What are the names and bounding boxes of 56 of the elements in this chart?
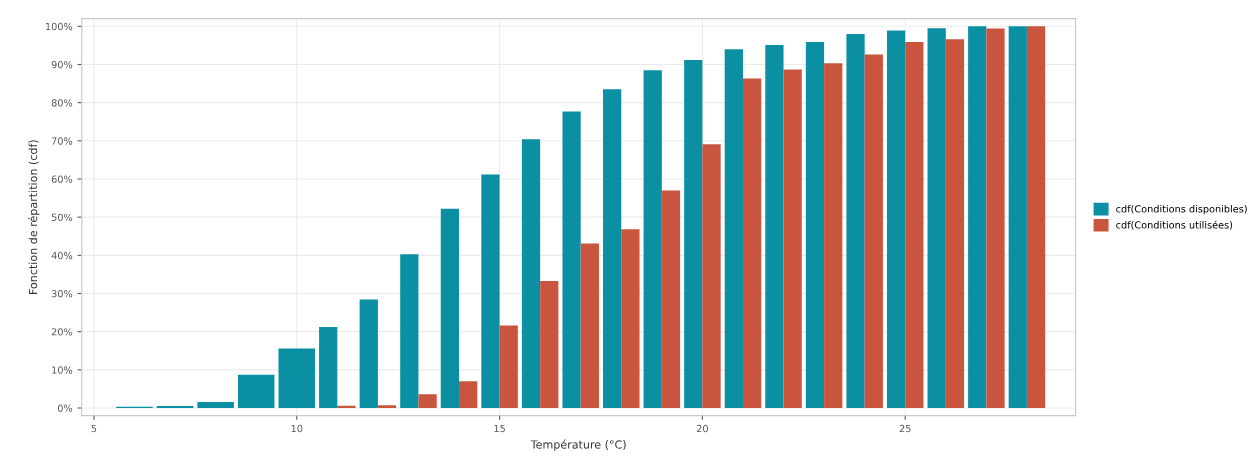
bar <box>684 59 703 408</box>
bar <box>603 89 622 408</box>
bar <box>459 381 478 408</box>
bar <box>521 139 541 408</box>
bar <box>986 28 1005 408</box>
bar <box>621 229 640 408</box>
bar <box>905 41 924 408</box>
y-tick-label: 100% <box>46 22 73 31</box>
bar <box>337 405 356 408</box>
bar <box>540 280 559 408</box>
bar <box>643 70 662 408</box>
y-axis-title: Fonction de répartition (cdf) <box>28 140 40 294</box>
bar <box>418 394 437 408</box>
bar <box>864 54 883 408</box>
legend-label: cdf(Conditions disponibles) <box>1116 204 1247 215</box>
x-axis-title: Température (°C) <box>530 439 626 451</box>
y-tick-label: 70% <box>51 137 73 145</box>
bar <box>661 190 681 408</box>
bar <box>1026 26 1046 408</box>
x-tick-label: 20 <box>696 424 708 433</box>
bar <box>968 26 987 408</box>
bar <box>886 30 906 408</box>
y-tick-label: 20% <box>51 328 73 336</box>
bar <box>927 28 946 408</box>
bar <box>765 45 784 408</box>
y-tick-label: 80% <box>51 99 73 107</box>
bar <box>724 49 743 408</box>
bar <box>783 69 802 408</box>
y-tick-label: 10% <box>52 366 73 374</box>
y-tick-label: 60% <box>51 175 73 183</box>
y-tick-label: 40% <box>51 251 73 260</box>
y-tick-label: 90% <box>51 60 73 69</box>
bar <box>1008 26 1027 408</box>
bar <box>562 111 581 408</box>
bar <box>945 39 965 408</box>
x-tick-label: 25 <box>899 424 911 433</box>
legend-label: cdf(Conditions utilisées) <box>1116 220 1233 230</box>
x-tick-label: 10 <box>291 424 303 433</box>
y-tick-label: 30% <box>51 289 73 298</box>
bar <box>440 208 460 408</box>
bar <box>824 63 843 408</box>
bar <box>742 78 762 408</box>
bar <box>377 405 397 408</box>
bar <box>319 327 338 408</box>
bar <box>481 174 500 408</box>
bar <box>805 41 825 408</box>
y-tick-label: 50% <box>51 213 73 221</box>
bar <box>499 325 518 408</box>
x-tick-label: 5 <box>91 424 97 433</box>
bar <box>359 299 378 408</box>
y-tick-label: 0% <box>57 404 73 412</box>
x-tick-label: 15 <box>494 424 505 433</box>
bar <box>846 33 865 408</box>
bar <box>400 254 419 408</box>
bar <box>580 243 599 408</box>
bar <box>702 144 721 408</box>
